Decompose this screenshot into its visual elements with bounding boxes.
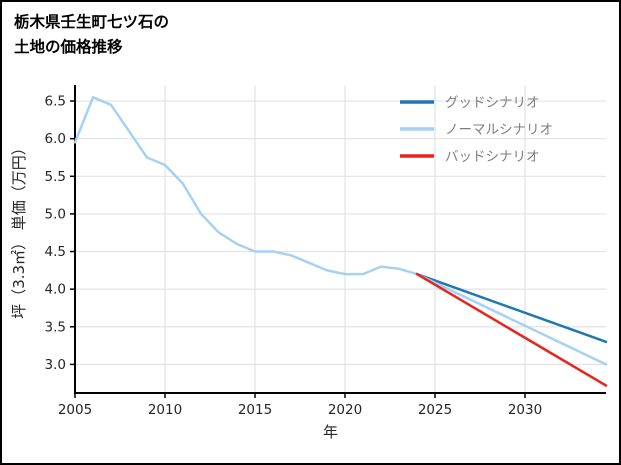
x-tick-label: 2030	[508, 402, 542, 418]
x-axis-label: 年	[323, 423, 338, 441]
legend-label-good-scenario: グッドシナリオ	[445, 95, 540, 111]
y-tick-label: 4.5	[45, 244, 66, 260]
x-tick-label: 2025	[418, 402, 452, 418]
y-tick-label: 5.5	[45, 169, 66, 185]
x-tick-label: 2005	[58, 402, 92, 418]
y-tick-label: 6.5	[45, 94, 66, 110]
series-bad-scenario	[415, 272, 608, 387]
y-tick-label: 6.0	[45, 131, 66, 147]
x-tick-label: 2015	[238, 402, 272, 418]
y-axis-label: 坪（3.3㎡） 単価（万円）	[10, 140, 28, 319]
legend-label-normal-scenario: ノーマルシナリオ	[445, 122, 553, 138]
series-good-scenario	[415, 272, 608, 344]
x-tick-label: 2010	[148, 402, 182, 418]
chart-title-line1: 栃木県壬生町七ツ石の	[14, 13, 170, 31]
y-tick-label: 3.0	[45, 357, 66, 373]
series-historical	[73, 96, 419, 276]
y-tick-label: 3.5	[45, 319, 66, 335]
series-normal-scenario	[415, 272, 608, 366]
chart-title: 栃木県壬生町七ツ石の 土地の価格推移	[14, 10, 169, 60]
axes: 2005 2010 2015 2020 2025 2030 3.0 3.5 4.0 4.5 5.0 5…	[45, 85, 606, 418]
legend-label-bad-scenario: バッドシナリオ	[445, 149, 540, 165]
y-tick-label: 5.0	[45, 206, 66, 222]
chart-title-line2: 土地の価格推移	[14, 38, 123, 56]
gridlines	[75, 86, 606, 393]
x-tick-label: 2020	[328, 402, 362, 418]
y-tick-label: 4.0	[45, 282, 66, 298]
